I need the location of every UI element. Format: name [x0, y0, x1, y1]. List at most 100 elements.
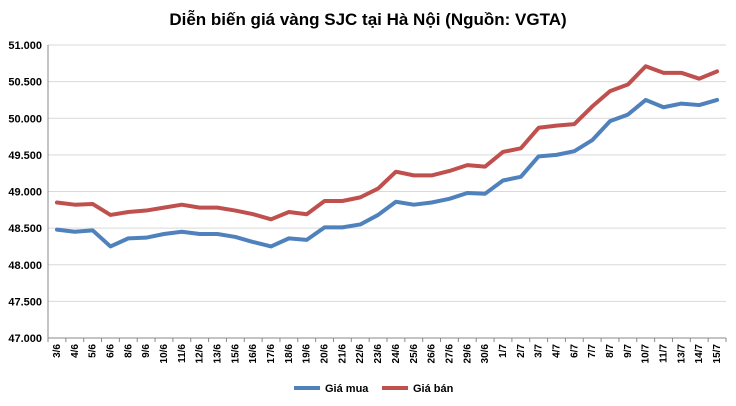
x-tick-label: 4/7 — [552, 344, 563, 358]
series-line-gia-ban — [54, 64, 720, 222]
data-point — [447, 197, 451, 201]
y-axis-tick-labels: 47.000 47.500 48.000 48.500 49.000 49.500 50.0… — [8, 40, 42, 345]
x-tick-label: 4/6 — [70, 344, 81, 358]
data-point — [73, 203, 77, 207]
data-point — [501, 179, 505, 183]
data-point — [644, 98, 648, 102]
data-point — [519, 146, 523, 150]
legend-label: Giá bán — [413, 383, 454, 395]
data-point — [412, 173, 416, 177]
data-point — [537, 154, 541, 158]
x-tick-label: 11/7 — [659, 344, 670, 363]
x-tick-label: 25/6 — [409, 344, 420, 364]
data-point — [697, 103, 701, 107]
data-point — [180, 203, 184, 207]
data-point — [144, 209, 148, 213]
x-tick-label: 1/7 — [498, 344, 509, 358]
data-point — [198, 232, 202, 236]
data-point — [358, 222, 362, 226]
x-tick-label: 19/6 — [302, 344, 313, 364]
data-point — [430, 173, 434, 177]
x-tick-label: 2/7 — [516, 344, 527, 358]
data-point — [394, 200, 398, 204]
y-tick-label: 47.000 — [8, 333, 42, 345]
data-point — [162, 206, 166, 210]
data-point — [447, 169, 451, 173]
data-point — [662, 71, 666, 75]
data-point — [198, 206, 202, 210]
data-point — [180, 230, 184, 234]
x-tick-label: 15/6 — [230, 344, 241, 364]
x-tick-label: 29/6 — [462, 344, 473, 364]
data-point — [555, 153, 559, 157]
data-point — [305, 212, 309, 216]
data-point — [340, 225, 344, 229]
x-tick-label: 26/6 — [427, 344, 438, 364]
y-tick-label: 48.000 — [8, 260, 42, 272]
y-tick-label: 48.500 — [8, 223, 42, 235]
data-point — [465, 191, 469, 195]
data-point — [108, 213, 112, 217]
data-point — [679, 71, 683, 75]
data-point — [537, 126, 541, 130]
data-point — [572, 122, 576, 126]
x-tick-label: 8/7 — [605, 344, 616, 358]
x-tick-label: 13/6 — [213, 344, 224, 364]
x-tick-label: 10/6 — [159, 344, 170, 364]
data-point — [162, 232, 166, 236]
data-point — [126, 236, 130, 240]
y-tick-label: 50.500 — [8, 77, 42, 89]
data-point — [501, 150, 505, 154]
x-tick-label: 5/6 — [88, 344, 99, 358]
x-tick-label: 9/6 — [141, 344, 152, 358]
data-point — [572, 149, 576, 153]
data-point — [608, 89, 612, 93]
data-point — [483, 165, 487, 169]
data-point — [394, 170, 398, 174]
data-point — [715, 98, 719, 102]
data-point — [233, 235, 237, 239]
data-point — [251, 212, 255, 216]
data-point — [555, 124, 559, 128]
x-tick-label: 11/6 — [177, 344, 188, 363]
y-tick-label: 47.500 — [8, 296, 42, 308]
x-tick-label: 18/6 — [284, 344, 295, 364]
data-point — [697, 77, 701, 81]
data-point — [73, 230, 77, 234]
data-point — [679, 102, 683, 106]
data-point — [358, 195, 362, 199]
x-tick-label: 17/6 — [266, 344, 277, 364]
legend: Giá mua Giá bán — [294, 383, 454, 395]
data-point — [376, 187, 380, 191]
data-point — [608, 119, 612, 123]
data-point — [626, 113, 630, 117]
data-point — [323, 199, 327, 203]
series-lines — [54, 64, 720, 249]
x-tick-label: 23/6 — [373, 344, 384, 364]
data-point — [715, 69, 719, 73]
x-tick-label: 6/7 — [569, 344, 580, 358]
x-tick-label: 6/6 — [105, 344, 116, 358]
data-point — [412, 203, 416, 207]
x-tick-label: 27/6 — [444, 344, 455, 364]
data-point — [590, 105, 594, 109]
data-point — [483, 192, 487, 196]
data-point — [340, 199, 344, 203]
x-tick-label: 21/6 — [337, 344, 348, 364]
x-tick-label: 13/7 — [676, 344, 687, 364]
data-point — [55, 200, 59, 204]
y-tick-label: 50.000 — [8, 113, 42, 125]
data-point — [519, 175, 523, 179]
data-point — [144, 236, 148, 240]
x-tick-label: 12/6 — [195, 344, 206, 364]
data-point — [590, 138, 594, 142]
data-point — [287, 210, 291, 214]
x-tick-label: 30/6 — [480, 344, 491, 364]
data-point — [269, 217, 273, 221]
x-tick-label: 8/6 — [123, 344, 134, 358]
x-tick-label: 14/7 — [694, 344, 705, 364]
chart-title: Diễn biến giá vàng SJC tại Hà Nội (Nguồn… — [169, 10, 566, 29]
data-point — [465, 163, 469, 167]
x-tick-label: 7/7 — [587, 344, 598, 358]
